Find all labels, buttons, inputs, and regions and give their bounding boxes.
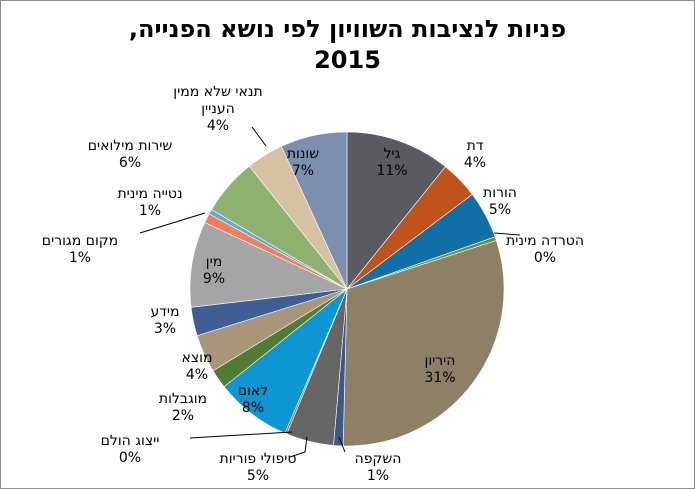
slice-name-10: מוצא [182,350,213,366]
slice-percent-16: 4% [207,118,229,134]
slice-name-2: הורות [483,185,517,201]
slice-name-6: טיפולי פוריות [220,451,297,467]
leader-line-16 [251,126,267,147]
pie-slices [189,131,505,447]
slice-percent-10: 4% [186,367,208,383]
slice-label-14: נטייה מינית 1% [117,186,182,219]
slice-name-14: נטייה מינית [117,186,182,202]
slice-percent-17: 7% [292,163,314,179]
chart-title-line1: פניות לנציבות השוויון לפי נושא הפנייה, [128,15,567,43]
slice-name-8: לאום [238,383,268,399]
slice-label-10: מוצא 4% [182,350,213,383]
slice-percent-9: 2% [172,408,194,424]
slice-17 [280,131,348,290]
slice-name-11: מידע [150,304,179,320]
slice-4 [342,240,505,447]
slice-name-16: תנאי שלא ממין [173,84,262,100]
slice-percent-13: 1% [69,250,91,266]
slice-name-9: מוגבלות [159,391,207,407]
slice-percent-12: 9% [203,271,225,287]
slice-percent-6: 5% [247,468,269,484]
slice-percent-5: 1% [367,468,389,484]
slice-name-3: הטרדה מינית [506,233,584,249]
chart-title-line2: 2015 [314,46,381,74]
leader-line-13 [139,212,206,234]
slice-label-1: דת 4% [464,138,486,171]
leader-line-7 [189,431,293,439]
slice-label-13: מקום מגורים 1% [42,233,118,266]
slice-label-2: הורות 5% [483,185,517,218]
slice-label-15: שירות מילואים 6% [88,138,173,171]
slice-percent-2: 5% [489,202,511,218]
slice-percent-7: 0% [119,450,141,466]
leader-lines [139,126,521,458]
slice-0 [346,131,446,290]
chart-title: פניות לנציבות השוויון לפי נושא הפנייה, 2… [0,14,695,76]
slice-name-4: היריון [425,353,456,369]
slice-label-17: שונות 7% [287,146,319,179]
slice-label-7: ייצוג הולם 0% [101,433,160,466]
slice-percent-11: 3% [154,321,176,337]
slice-percent-3: 0% [534,250,556,266]
slice-label-9: מוגבלות 2% [159,391,207,424]
slice-label-16: תנאי שלא ממין העניין 4% [173,84,262,134]
slice-label-8: לאום 8% [238,383,268,416]
slice-name-15: שירות מילואים [88,138,173,154]
slice-label-5: השקפה 1% [355,451,402,484]
slice-name-12: מין [206,254,222,270]
slice-labels: גיל 11%דת 4%הורות 5%הטרדה מינית 0%היריון 31%ה… [42,84,584,484]
slice-label-4: היריון 31% [424,353,455,386]
leader-line-5 [338,436,346,453]
slice-label-11: מידע 3% [150,304,179,337]
slice-name-17: שונות [287,146,319,162]
slice-name-1: דת [467,138,484,154]
leader-line-6 [289,436,308,458]
slice-label-0: גיל 11% [376,146,407,179]
slice-percent-15: 6% [119,155,141,171]
slice-name-16: העניין [201,101,235,117]
slice-percent-14: 1% [139,203,161,219]
slice-12 [189,222,349,308]
slice-percent-0: 11% [376,163,407,179]
slice-percent-4: 31% [424,370,455,386]
slice-name-13: מקום מגורים [42,233,118,249]
slice-label-12: מין 9% [203,254,225,287]
slice-percent-1: 4% [464,155,486,171]
slice-name-7: ייצוג הולם [101,433,160,449]
slice-name-5: השקפה [355,451,402,467]
slice-percent-8: 8% [242,400,264,416]
slice-label-3: הטרדה מינית 0% [506,233,584,266]
slice-label-6: טיפולי פוריות 5% [220,451,297,484]
leader-line-3 [493,232,521,236]
slice-name-0: גיל [384,146,401,162]
